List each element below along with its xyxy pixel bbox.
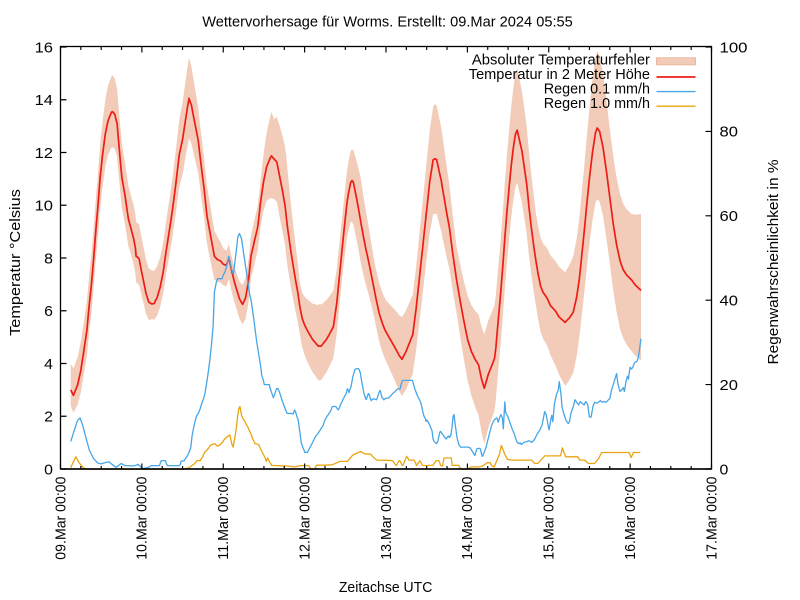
svg-text:100: 100 — [720, 39, 748, 56]
svg-text:13.Mar 00:00: 13.Mar 00:00 — [378, 477, 395, 560]
svg-text:12: 12 — [35, 145, 53, 162]
svg-text:09.Mar 00:00: 09.Mar 00:00 — [52, 477, 69, 560]
svg-text:8: 8 — [44, 250, 53, 267]
svg-text:Temperatur in 2 Meter Höhe: Temperatur in 2 Meter Höhe — [469, 66, 650, 83]
svg-text:14: 14 — [35, 92, 53, 109]
svg-text:40: 40 — [720, 293, 738, 310]
svg-text:6: 6 — [44, 303, 53, 320]
svg-text:12.Mar 00:00: 12.Mar 00:00 — [296, 477, 313, 560]
svg-text:4: 4 — [44, 356, 53, 373]
svg-text:Regen 0.1 mm/h: Regen 0.1 mm/h — [544, 81, 650, 98]
svg-text:Wettervorhersage für Worms. Er: Wettervorhersage für Worms. Erstellt: 09… — [202, 13, 573, 30]
svg-text:2: 2 — [44, 409, 53, 426]
svg-text:16.Mar 00:00: 16.Mar 00:00 — [622, 477, 639, 560]
svg-text:14.Mar 00:00: 14.Mar 00:00 — [459, 477, 476, 560]
svg-text:Temperatur °Celsius: Temperatur °Celsius — [7, 189, 24, 336]
svg-text:0: 0 — [44, 461, 53, 478]
svg-text:Absoluter Temperaturfehler: Absoluter Temperaturfehler — [472, 52, 650, 69]
svg-text:Regen 1.0 mm/h: Regen 1.0 mm/h — [544, 95, 650, 112]
svg-text:Zeitachse UTC: Zeitachse UTC — [339, 579, 433, 596]
svg-text:15.Mar 00:00: 15.Mar 00:00 — [541, 477, 558, 560]
svg-text:20: 20 — [720, 377, 738, 394]
svg-text:11.Mar 00:00: 11.Mar 00:00 — [215, 477, 232, 560]
svg-text:Regenwahrscheinlichkeit in %: Regenwahrscheinlichkeit in % — [765, 159, 782, 364]
svg-text:0: 0 — [720, 461, 729, 478]
svg-text:17.Mar 00:00: 17.Mar 00:00 — [703, 477, 720, 560]
svg-text:10: 10 — [35, 198, 53, 215]
svg-text:10.Mar 00:00: 10.Mar 00:00 — [134, 477, 151, 560]
svg-text:16: 16 — [35, 39, 53, 56]
svg-text:80: 80 — [720, 124, 738, 141]
svg-text:60: 60 — [720, 208, 738, 225]
